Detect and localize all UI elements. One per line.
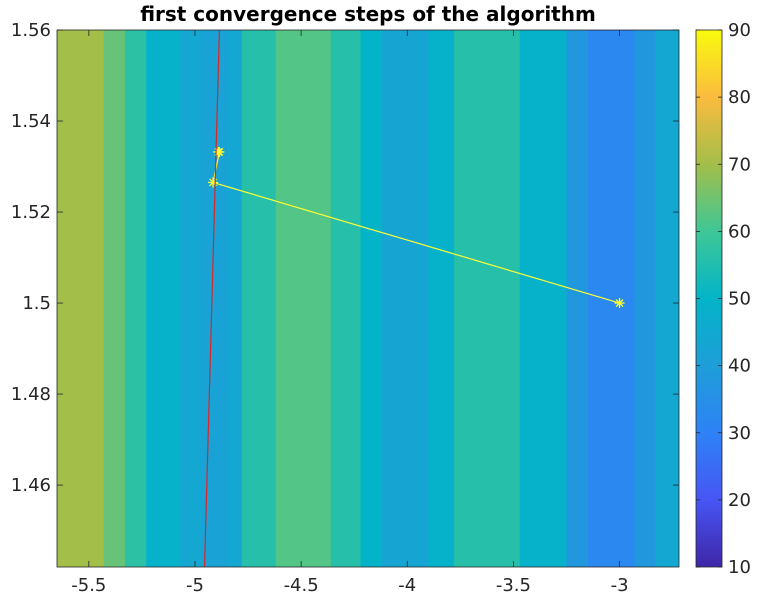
heatmap-band (382, 30, 429, 567)
heatmap-band (125, 30, 147, 567)
data-point-marker (208, 177, 218, 187)
y-tick-label: 1.56 (11, 20, 51, 41)
data-point-marker (213, 147, 223, 157)
heatmap-band (104, 30, 126, 567)
x-tick-label: -3 (611, 575, 629, 596)
heatmap-band (454, 30, 520, 567)
y-tick-label: 1.46 (11, 475, 51, 496)
colorbar-tick-label: 70 (728, 154, 751, 175)
colorbar-tick-label: 80 (728, 87, 751, 108)
heatmap-band (276, 30, 332, 567)
x-tick-label: -4 (398, 575, 416, 596)
heatmap-band (429, 30, 455, 567)
x-tick-label: -5.5 (71, 575, 106, 596)
x-tick-label: -5 (186, 575, 204, 596)
heatmap-band (361, 30, 383, 567)
y-tick-label: 1.52 (11, 202, 51, 223)
colorbar-tick-label: 20 (728, 490, 751, 511)
heatmap-band (588, 30, 635, 567)
heatmap-band (57, 30, 104, 567)
chart-title: first convergence steps of the algorithm (140, 2, 596, 26)
y-tick-label: 1.54 (11, 111, 51, 132)
heatmap-band (227, 30, 242, 567)
heatmap-band (146, 30, 180, 567)
heatmap-band (180, 30, 202, 567)
data-point-marker (615, 298, 625, 308)
x-tick-label: -3.5 (496, 575, 531, 596)
y-tick-label: 1.5 (22, 293, 51, 314)
y-tick-label: 1.48 (11, 384, 51, 405)
heatmap-band (634, 30, 656, 567)
colorbar-tick-label: 50 (728, 289, 751, 310)
heatmap-band (331, 30, 361, 567)
heatmap-band (201, 30, 227, 567)
heatmap-surface (57, 30, 680, 567)
colorbar-tick-label: 90 (728, 20, 751, 41)
colorbar: 10 20 30 40 50 60 70 80 90 (696, 20, 751, 578)
colorbar-tick-label: 10 (728, 557, 751, 578)
colorbar-tick-label: 60 (728, 221, 751, 242)
colorbar-tick-label: 30 (728, 423, 751, 444)
heatmap-band (656, 30, 680, 567)
heatmap-band (520, 30, 567, 567)
heatmap-band (242, 30, 276, 567)
heatmap-band (566, 30, 588, 567)
plot-area (57, 30, 680, 567)
x-tick-label: -4.5 (284, 575, 319, 596)
colorbar-tick-label: 40 (728, 356, 751, 377)
